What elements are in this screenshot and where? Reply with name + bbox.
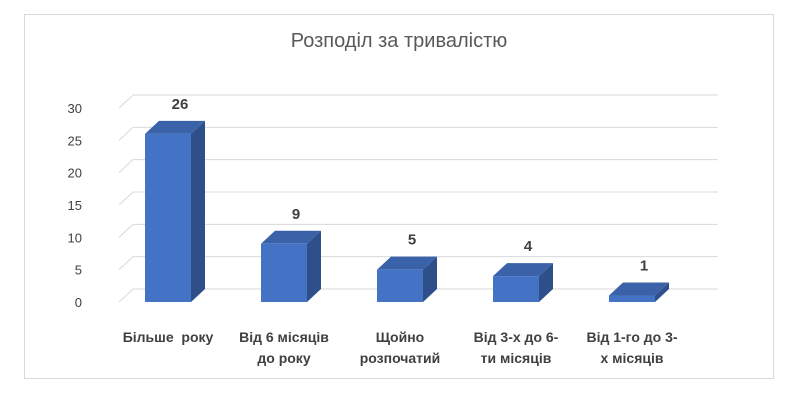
bars xyxy=(145,120,669,302)
y-tick-label: 20 xyxy=(68,166,82,181)
gridline xyxy=(118,94,718,109)
y-tick-label: 10 xyxy=(68,230,82,245)
bar-front xyxy=(377,269,423,302)
bar-front xyxy=(145,133,191,302)
x-axis-ticks: Більше року Від 6 місяців до року Щойно розп… xyxy=(123,329,678,366)
x-tick-label: Від 6 місяців до року xyxy=(239,329,329,366)
bar-top xyxy=(493,263,553,277)
bar xyxy=(609,282,669,302)
bar-front xyxy=(261,243,307,302)
gridline xyxy=(118,256,718,271)
y-axis-ticks: 0 5 10 15 20 25 30 xyxy=(68,101,82,310)
bar-side xyxy=(191,120,205,302)
data-labels: 26 9 5 4 1 xyxy=(172,96,649,275)
bar-top xyxy=(377,256,437,270)
y-tick-label: 25 xyxy=(68,133,82,148)
x-tick-label: Від 3-х до 6-ти місяців xyxy=(474,329,559,366)
bar-front xyxy=(609,295,655,302)
gridline xyxy=(118,223,718,238)
x-tick-label: Від 1-го до 3-х місяців xyxy=(586,329,677,366)
gridline xyxy=(118,191,718,206)
data-label: 1 xyxy=(640,258,648,275)
y-tick-label: 30 xyxy=(68,101,82,116)
bar-top xyxy=(609,282,669,296)
data-label: 9 xyxy=(292,206,300,223)
gridline xyxy=(118,159,718,174)
y-tick-label: 0 xyxy=(75,295,82,310)
bar-front xyxy=(493,276,539,302)
bar-side xyxy=(655,282,669,302)
chart-title: Розподіл за тривалістю xyxy=(291,30,507,52)
bar-side xyxy=(423,256,437,302)
y-tick-label: 15 xyxy=(68,198,82,213)
bar xyxy=(377,256,437,302)
bar-top xyxy=(145,120,205,134)
data-label: 26 xyxy=(172,96,189,113)
bar-top xyxy=(261,230,321,244)
bar xyxy=(145,120,205,302)
x-tick-label: Більше року xyxy=(123,329,214,345)
y-tick-label: 5 xyxy=(75,263,82,278)
bar-side xyxy=(307,230,321,302)
bar xyxy=(261,230,321,302)
data-label: 4 xyxy=(524,238,533,255)
bar-side xyxy=(539,263,553,302)
data-label: 5 xyxy=(408,232,416,249)
gridline xyxy=(118,126,718,141)
bar xyxy=(493,263,553,302)
x-tick-label: Щойно розпочатий xyxy=(360,329,441,366)
